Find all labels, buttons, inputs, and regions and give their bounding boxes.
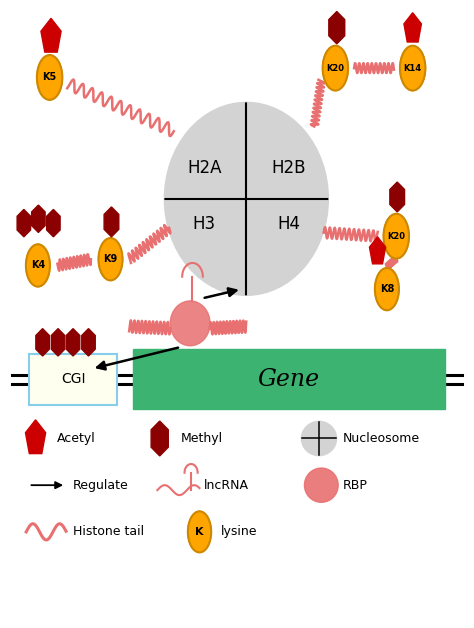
Polygon shape bbox=[46, 209, 60, 237]
Text: K5: K5 bbox=[43, 72, 57, 82]
Text: H4: H4 bbox=[277, 215, 300, 233]
FancyBboxPatch shape bbox=[133, 349, 445, 409]
Text: K14: K14 bbox=[403, 63, 422, 73]
Polygon shape bbox=[104, 207, 119, 237]
Text: K8: K8 bbox=[380, 284, 394, 294]
Text: Nucleosome: Nucleosome bbox=[342, 432, 419, 445]
Polygon shape bbox=[17, 209, 31, 237]
Polygon shape bbox=[390, 182, 404, 212]
Ellipse shape bbox=[99, 238, 123, 280]
Polygon shape bbox=[151, 421, 168, 456]
Ellipse shape bbox=[323, 46, 348, 90]
Text: K20: K20 bbox=[387, 232, 405, 241]
Text: Gene: Gene bbox=[257, 368, 319, 391]
Text: K: K bbox=[195, 527, 204, 537]
Text: lncRNA: lncRNA bbox=[204, 479, 249, 492]
Text: K9: K9 bbox=[103, 254, 118, 264]
Ellipse shape bbox=[301, 421, 337, 455]
Ellipse shape bbox=[375, 268, 399, 310]
Text: K4: K4 bbox=[31, 261, 45, 271]
Text: lysine: lysine bbox=[220, 526, 257, 538]
Ellipse shape bbox=[400, 46, 425, 90]
Text: Acetyl: Acetyl bbox=[57, 432, 95, 445]
Ellipse shape bbox=[26, 244, 50, 286]
Text: H2A: H2A bbox=[187, 159, 221, 176]
Polygon shape bbox=[41, 18, 61, 52]
Text: CGI: CGI bbox=[61, 372, 85, 386]
Polygon shape bbox=[369, 237, 386, 264]
Text: Regulate: Regulate bbox=[73, 479, 129, 492]
Ellipse shape bbox=[37, 55, 63, 100]
Polygon shape bbox=[404, 13, 421, 42]
Ellipse shape bbox=[188, 511, 211, 553]
Polygon shape bbox=[51, 328, 65, 356]
Polygon shape bbox=[26, 420, 46, 453]
Text: RBP: RBP bbox=[343, 479, 368, 492]
Polygon shape bbox=[32, 205, 45, 232]
Ellipse shape bbox=[170, 301, 210, 346]
Ellipse shape bbox=[164, 102, 328, 295]
Ellipse shape bbox=[164, 102, 328, 295]
Text: Methyl: Methyl bbox=[181, 432, 223, 445]
Polygon shape bbox=[66, 328, 80, 356]
Text: H2B: H2B bbox=[271, 159, 306, 176]
Polygon shape bbox=[329, 11, 345, 44]
Ellipse shape bbox=[304, 468, 338, 502]
Ellipse shape bbox=[383, 214, 409, 259]
Text: H3: H3 bbox=[192, 215, 216, 233]
Text: Histone tail: Histone tail bbox=[73, 526, 144, 538]
Polygon shape bbox=[36, 328, 49, 356]
FancyBboxPatch shape bbox=[29, 354, 117, 404]
Text: K20: K20 bbox=[327, 63, 345, 73]
Polygon shape bbox=[82, 328, 95, 356]
